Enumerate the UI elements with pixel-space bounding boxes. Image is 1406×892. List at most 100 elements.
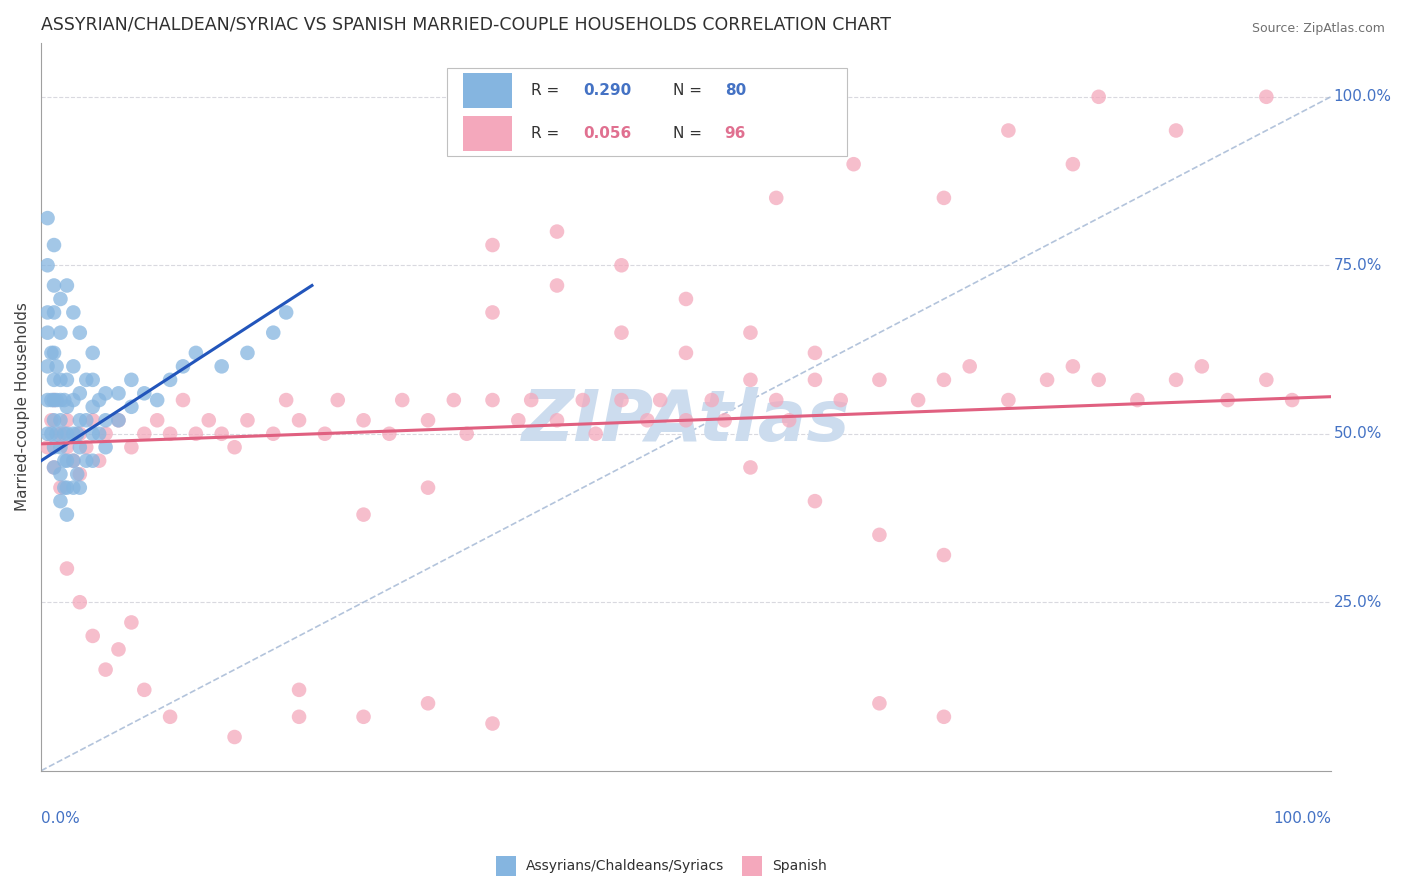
Point: [41, 413, 63, 427]
Point: [49, 467, 72, 482]
Point: [53, 426, 76, 441]
Point: [288, 413, 311, 427]
Point: [49, 392, 72, 407]
Point: [66, 426, 89, 441]
Point: [94, 386, 117, 401]
Point: [546, 413, 568, 427]
Point: [53, 453, 76, 467]
Point: [610, 392, 633, 407]
Point: [481, 392, 503, 407]
Point: [443, 392, 465, 407]
Point: [650, 392, 672, 407]
Point: [56, 278, 79, 293]
Y-axis label: Married-couple Households: Married-couple Households: [15, 302, 30, 511]
Point: [82, 426, 104, 441]
Point: [416, 696, 439, 710]
Text: ASSYRIAN/CHALDEAN/SYRIAC VS SPANISH MARRIED-COUPLE HOUSEHOLDS CORRELATION CHART: ASSYRIAN/CHALDEAN/SYRIAC VS SPANISH MARR…: [41, 15, 891, 33]
Point: [610, 258, 633, 272]
Point: [107, 413, 129, 427]
Point: [42, 346, 65, 360]
Point: [778, 413, 800, 427]
Point: [82, 346, 104, 360]
Text: Assyrians/Chaldeans/Syriacs: Assyrians/Chaldeans/Syriacs: [526, 859, 724, 873]
Point: [49, 494, 72, 508]
Bar: [447, 69, 848, 156]
Point: [262, 326, 284, 340]
Point: [94, 426, 117, 441]
Point: [56, 561, 79, 575]
Point: [56, 413, 79, 427]
Point: [107, 642, 129, 657]
Point: [276, 392, 298, 407]
Point: [82, 413, 104, 427]
Point: [62, 481, 84, 495]
Point: [765, 191, 787, 205]
Point: [66, 467, 89, 482]
Point: [120, 440, 142, 454]
Text: R =: R =: [531, 83, 564, 98]
Point: [508, 413, 530, 427]
Point: [89, 392, 111, 407]
Point: [41, 426, 63, 441]
Point: [49, 426, 72, 441]
Point: [288, 710, 311, 724]
Point: [42, 460, 65, 475]
Point: [456, 426, 478, 441]
Point: [89, 453, 111, 467]
Point: [146, 392, 169, 407]
Point: [75, 413, 97, 427]
Point: [56, 426, 79, 441]
Point: [907, 392, 929, 407]
Point: [134, 386, 156, 401]
Point: [56, 400, 79, 414]
Point: [45, 426, 67, 441]
Point: [62, 426, 84, 441]
Point: [37, 211, 59, 226]
Point: [713, 413, 735, 427]
Point: [120, 615, 142, 630]
Point: [37, 305, 59, 319]
Point: [585, 426, 607, 441]
Point: [1256, 373, 1278, 387]
Point: [134, 426, 156, 441]
Text: 75.0%: 75.0%: [1333, 258, 1382, 273]
Point: [481, 238, 503, 252]
Point: [675, 292, 697, 306]
Point: [120, 373, 142, 387]
Point: [804, 373, 827, 387]
Point: [932, 710, 955, 724]
Point: [740, 326, 762, 340]
Point: [868, 373, 890, 387]
Text: 96: 96: [724, 127, 747, 141]
Point: [481, 305, 503, 319]
Point: [184, 346, 207, 360]
Text: 0.056: 0.056: [583, 127, 631, 141]
Point: [1164, 123, 1187, 137]
Point: [675, 413, 697, 427]
Point: [353, 710, 375, 724]
Point: [1281, 392, 1303, 407]
Point: [959, 359, 981, 374]
Point: [224, 730, 246, 744]
Point: [62, 453, 84, 467]
Point: [107, 413, 129, 427]
Point: [69, 413, 91, 427]
Point: [842, 157, 865, 171]
Point: [56, 453, 79, 467]
Point: [62, 305, 84, 319]
Point: [997, 123, 1019, 137]
Point: [146, 413, 169, 427]
Point: [82, 400, 104, 414]
Point: [224, 440, 246, 454]
Point: [172, 392, 194, 407]
Point: [49, 373, 72, 387]
Point: [932, 373, 955, 387]
Point: [94, 440, 117, 454]
Point: [765, 392, 787, 407]
Point: [1036, 373, 1059, 387]
Point: [481, 716, 503, 731]
Point: [288, 682, 311, 697]
Point: [236, 413, 259, 427]
Point: [610, 326, 633, 340]
Point: [572, 392, 595, 407]
